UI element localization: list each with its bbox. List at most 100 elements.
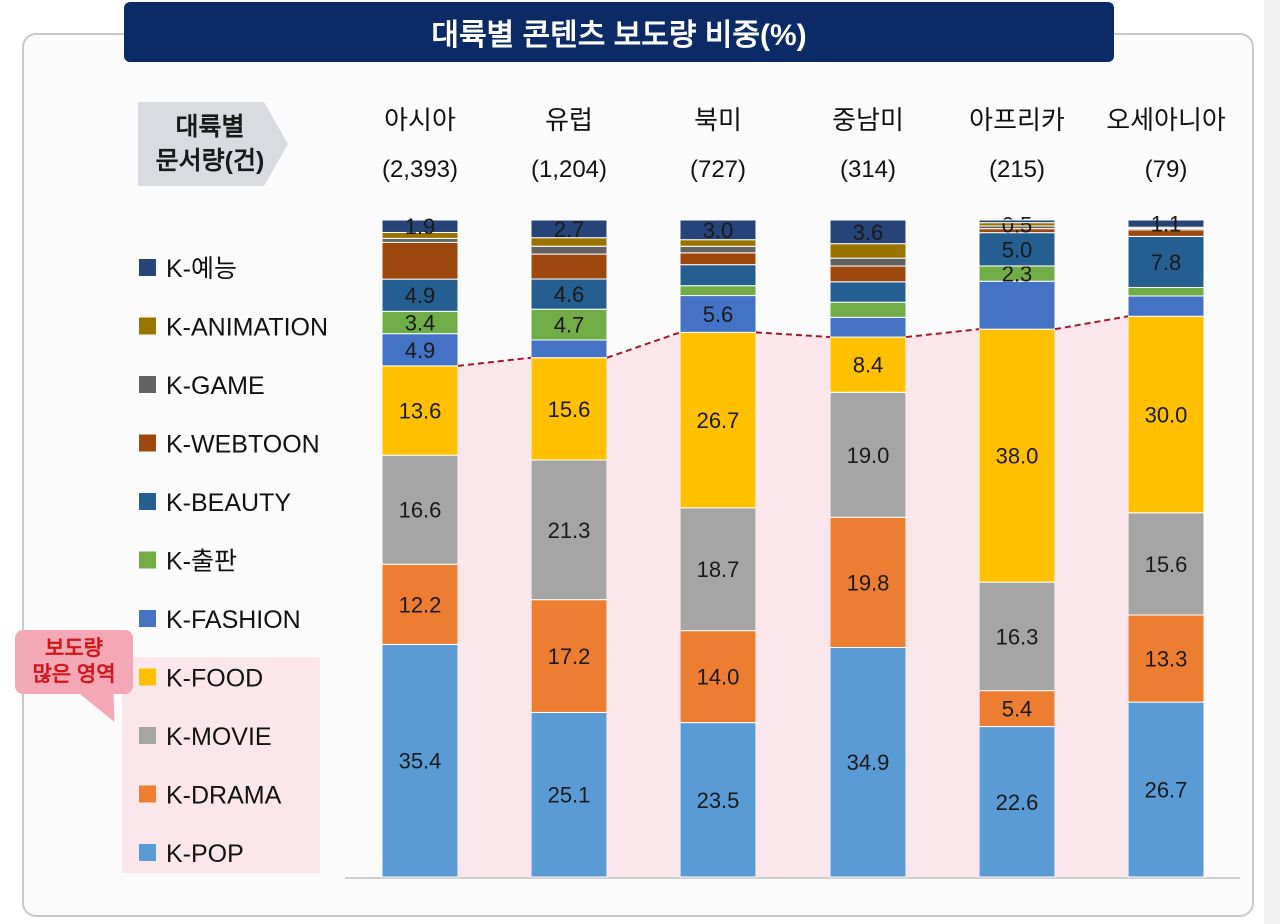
chart-title: 대륙별 콘텐츠 보도량 비중(%) bbox=[124, 2, 1114, 62]
legend-label: K-POP bbox=[166, 840, 244, 868]
data-label: 14.0 bbox=[697, 665, 740, 690]
category-count: (2,393) bbox=[382, 156, 458, 183]
legend-label: K-WEBTOON bbox=[166, 431, 320, 459]
data-label: 4.7 bbox=[554, 313, 585, 338]
bar-k-예능-5 bbox=[978, 219, 1056, 224]
bar-k-fashion-5 bbox=[978, 280, 1056, 330]
highlight-connector bbox=[606, 331, 681, 359]
legend-swatch bbox=[139, 551, 156, 569]
category-count: (727) bbox=[690, 156, 746, 183]
data-label: 30.0 bbox=[1145, 403, 1188, 428]
data-label: 7.8 bbox=[1151, 250, 1182, 275]
data-label: 38.0 bbox=[996, 444, 1039, 469]
bar-k-webtoon-4 bbox=[829, 265, 907, 283]
legend-swatch bbox=[139, 434, 156, 452]
bar-k-webtoon-3 bbox=[679, 252, 757, 266]
category-label: 오세아니아 bbox=[1106, 105, 1226, 135]
data-label: 19.0 bbox=[847, 443, 890, 468]
bar-k-beauty-4 bbox=[829, 281, 907, 303]
legend-label: K-MOVIE bbox=[166, 723, 272, 751]
bar-k-예능-4 bbox=[829, 219, 907, 245]
bar-k-예능-3 bbox=[679, 219, 757, 241]
legend-swatch bbox=[139, 493, 156, 510]
bar-k-game-2 bbox=[530, 245, 608, 255]
data-label: 4.6 bbox=[554, 282, 585, 307]
callout-line-1: 보도량 bbox=[45, 637, 103, 660]
row-header-line-2: 문서량(건) bbox=[155, 147, 265, 175]
data-label: 35.4 bbox=[399, 749, 442, 774]
legend-label: K-예능 bbox=[166, 255, 237, 283]
legend-swatch bbox=[139, 259, 156, 276]
bar-k-movie-3 bbox=[679, 507, 757, 632]
row-header-line-1: 대륙별 bbox=[175, 113, 245, 141]
bar-k-webtoon-1 bbox=[381, 241, 459, 280]
data-label: 23.5 bbox=[697, 788, 740, 813]
data-label: 15.6 bbox=[1145, 552, 1188, 577]
page-edge bbox=[1264, 0, 1280, 924]
bar-k-food-6 bbox=[1127, 315, 1205, 514]
highlight-band bbox=[906, 329, 979, 877]
bar-k-pop-2 bbox=[530, 711, 608, 878]
bar-k-webtoon-2 bbox=[530, 253, 608, 280]
legend-label: K-ANIMATION bbox=[166, 314, 328, 342]
legend-swatch bbox=[139, 317, 156, 335]
legend-label: K-출판 bbox=[166, 548, 237, 576]
bar-k-movie-1 bbox=[381, 454, 459, 565]
bar-k-game-3 bbox=[679, 245, 757, 254]
highlight-callout: 보도량 많은 영역 bbox=[15, 630, 133, 694]
data-label: 1.1 bbox=[1151, 212, 1182, 237]
legend-swatch bbox=[139, 668, 156, 686]
bar-k-game-4 bbox=[829, 257, 907, 267]
data-label: 19.8 bbox=[847, 570, 890, 595]
highlight-connector bbox=[755, 331, 831, 339]
data-label: 16.6 bbox=[399, 498, 442, 523]
bar-k-food-1 bbox=[381, 365, 459, 456]
legend-swatch bbox=[139, 610, 156, 627]
legend-label: K-DRAMA bbox=[166, 782, 282, 810]
data-label: 26.7 bbox=[1145, 778, 1188, 803]
highlight-band bbox=[607, 332, 680, 877]
data-label: 16.3 bbox=[996, 624, 1039, 649]
data-label: 4.9 bbox=[405, 338, 436, 363]
data-label: 3.6 bbox=[853, 220, 884, 245]
data-label: 5.4 bbox=[1002, 697, 1033, 722]
callout-line-2: 많은 영역 bbox=[32, 663, 116, 686]
data-label: 15.6 bbox=[548, 397, 591, 422]
bar-k-pop-3 bbox=[679, 722, 757, 878]
data-label: 5.6 bbox=[703, 302, 734, 327]
bar-k-예능-6 bbox=[1127, 219, 1205, 228]
legend-highlight-area bbox=[122, 657, 320, 873]
data-label: 13.3 bbox=[1145, 647, 1188, 672]
legend-swatch bbox=[139, 376, 156, 393]
highlight-band bbox=[756, 332, 830, 877]
legend-label: K-FOOD bbox=[166, 665, 263, 693]
bar-k-food-5 bbox=[978, 328, 1056, 583]
data-label: 22.6 bbox=[996, 790, 1039, 815]
category-label: 아시아 bbox=[384, 105, 456, 135]
bar-k-fashion-2 bbox=[530, 339, 608, 359]
bar-k-food-2 bbox=[530, 357, 608, 461]
bar-k-pop-1 bbox=[381, 643, 459, 878]
legend-swatch bbox=[139, 844, 156, 861]
bar-k-fashion-4 bbox=[829, 316, 907, 338]
highlight-connector bbox=[905, 328, 980, 339]
data-label: 3.0 bbox=[703, 218, 734, 243]
bar-k-출판-4 bbox=[829, 301, 907, 318]
category-label: 유럽 bbox=[545, 105, 593, 135]
category-count: (1,204) bbox=[531, 156, 607, 183]
data-label: 0.5 bbox=[1002, 212, 1033, 237]
legend-swatch bbox=[139, 727, 156, 744]
data-label: 18.7 bbox=[697, 557, 740, 582]
legend-label: K-BEAUTY bbox=[166, 489, 291, 517]
data-label: 17.2 bbox=[548, 644, 591, 669]
category-label: 북미 bbox=[694, 105, 742, 135]
data-label: 2.7 bbox=[554, 217, 585, 242]
bar-k-pop-6 bbox=[1127, 701, 1205, 878]
data-label: 12.2 bbox=[399, 592, 442, 617]
data-label: 26.7 bbox=[697, 408, 740, 433]
bar-k-fashion-3 bbox=[679, 295, 757, 333]
category-count: (79) bbox=[1145, 156, 1188, 183]
legend-swatch bbox=[139, 785, 156, 803]
bar-k-출판-6 bbox=[1127, 286, 1205, 297]
bar-k-예능-2 bbox=[530, 219, 608, 239]
